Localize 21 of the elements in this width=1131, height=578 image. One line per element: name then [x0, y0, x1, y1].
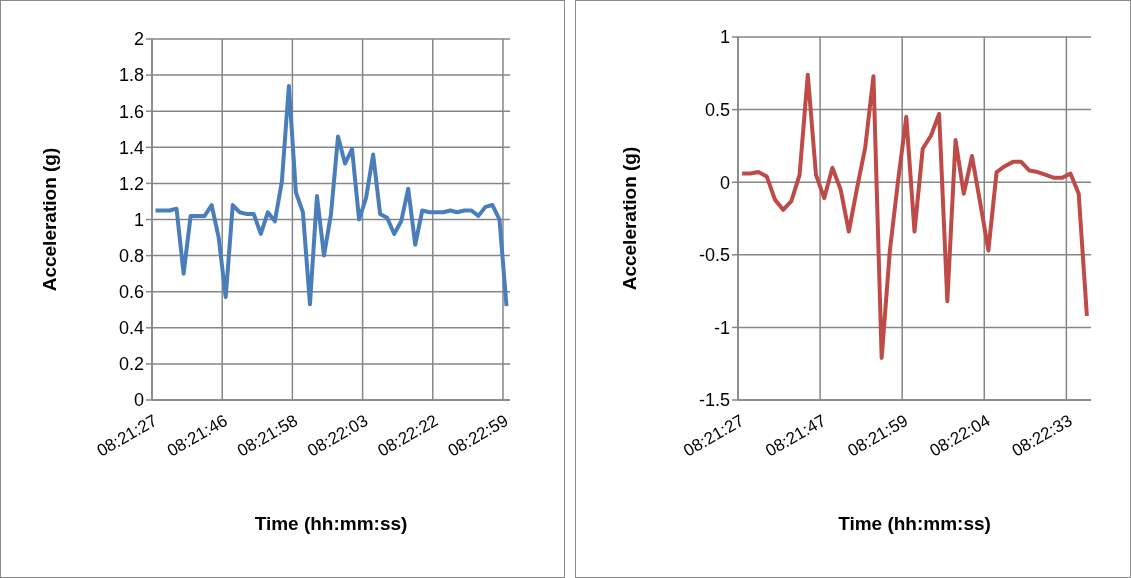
y-axis-title: Acceleration (g) — [618, 146, 640, 291]
y-tick-label: 0.4 — [118, 318, 144, 339]
x-axis-title: Time (hh:mm:ss) — [254, 513, 408, 534]
y-tick-label: 1.2 — [118, 173, 144, 194]
y-tick-label: 1 — [133, 209, 144, 230]
x-axis-title: Time (hh:mm:ss) — [838, 513, 991, 534]
y-tick-label: 0.6 — [118, 282, 144, 303]
y-tick-label: -0.5 — [698, 245, 730, 266]
y-tick-label: 0.8 — [118, 245, 144, 266]
y-tick-label: 2 — [133, 29, 144, 50]
y-tick-label: -1.5 — [698, 390, 730, 411]
y-axis-title: Acceleration (g) — [38, 147, 60, 292]
y-tick-label: 1.4 — [118, 137, 144, 158]
y-tick-label: 0 — [719, 172, 730, 193]
y-tick-label: 1.8 — [118, 65, 144, 86]
y-tick-label: -1 — [713, 317, 730, 338]
y-tick-label: 0.5 — [704, 99, 730, 120]
y-tick-label: 0 — [133, 390, 144, 411]
y-tick-label: 1 — [719, 27, 730, 48]
y-tick-label: 0.2 — [118, 354, 144, 375]
y-tick-label: 1.6 — [118, 101, 144, 122]
